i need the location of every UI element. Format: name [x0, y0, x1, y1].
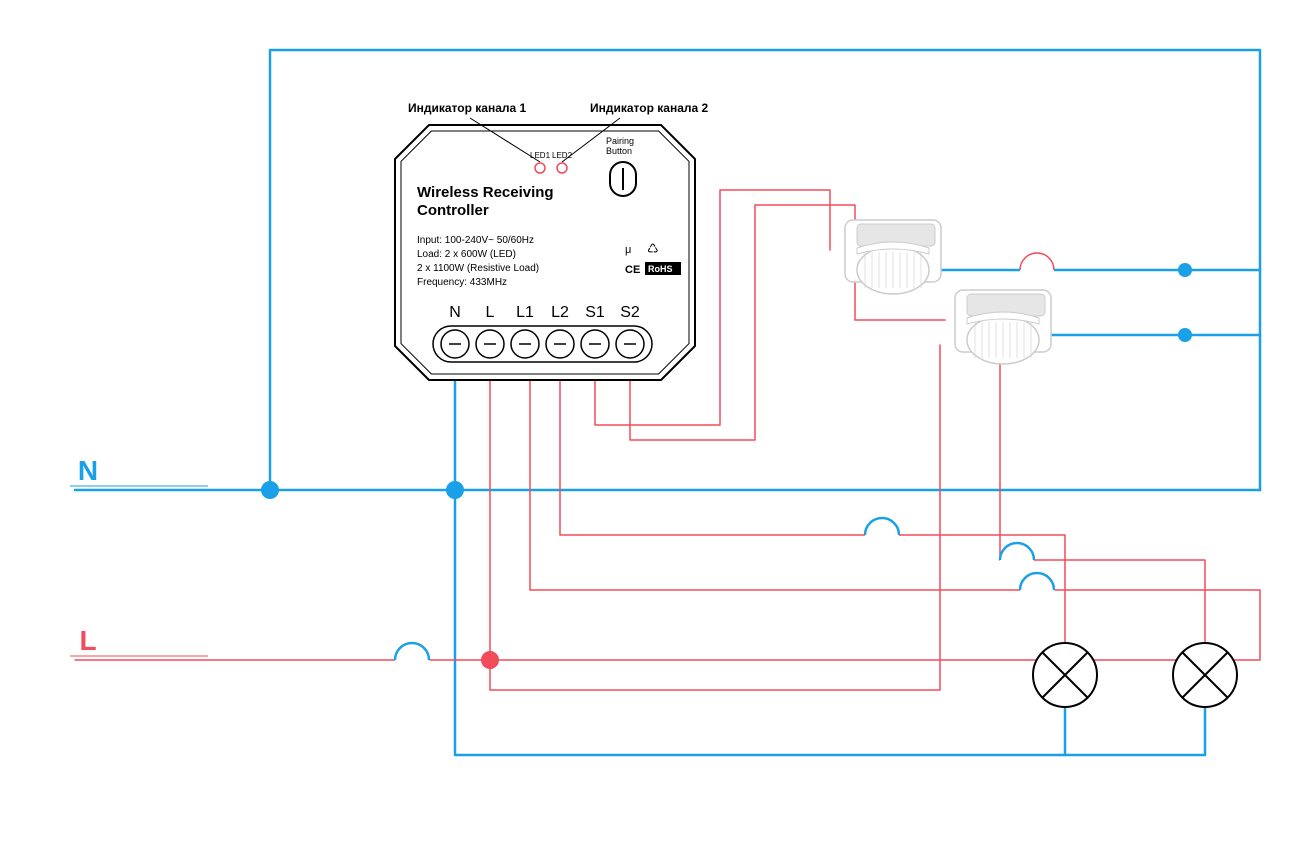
- terminal-label-N: N: [449, 304, 461, 321]
- pir-sensor-2: [955, 290, 1051, 364]
- svg-text:RoHS: RoHS: [648, 264, 673, 274]
- terminal-label-S2: S2: [620, 304, 640, 321]
- junction-sensor2_n: [1178, 328, 1192, 342]
- led2-label: LED2: [552, 151, 573, 160]
- pir-sensor-1: [845, 220, 941, 294]
- junction-neutral_main_junction: [261, 481, 279, 499]
- pairing-label1: Pairing: [606, 136, 634, 146]
- module-spec-input: Input: 100-240V~ 50/60Hz: [417, 235, 534, 246]
- terminal-label-S1: S1: [585, 304, 605, 321]
- controller-module: Wireless ReceivingController Input: 100-2…: [395, 118, 695, 380]
- terminal-label-L: L: [486, 304, 495, 321]
- ce-mark: CE: [625, 264, 640, 276]
- lamp-2: [1173, 643, 1237, 707]
- label-live: L: [79, 625, 96, 656]
- junction-live_junction: [481, 651, 499, 669]
- module-spec-load1: Load: 2 x 600W (LED): [417, 249, 516, 260]
- module-spec-freq: Frequency: 433MHz: [417, 277, 507, 288]
- lamp-1: [1033, 643, 1097, 707]
- label-indicator2: Индикатор канала 2: [590, 101, 708, 115]
- label-indicator1: Индикатор канала 1: [408, 101, 526, 115]
- terminal-label-L2: L2: [551, 304, 569, 321]
- junction-sensor1_n: [1178, 263, 1192, 277]
- label-neutral: N: [78, 455, 98, 486]
- terminal-label-L1: L1: [516, 304, 534, 321]
- trash-icon: ♺: [647, 241, 659, 256]
- module-title-line1: Wireless Receiving: [417, 184, 554, 201]
- junction-neutral_module_junction: [446, 481, 464, 499]
- mu-mark: μ: [625, 244, 631, 256]
- pairing-label2: Button: [606, 146, 632, 156]
- wiring-diagram: N L Wireless ReceivingController Input: 100…: [0, 0, 1298, 844]
- module-title-line2: Controller: [417, 202, 489, 219]
- led1-label: LED1: [530, 151, 551, 160]
- module-spec-load2: 2 x 1100W (Resistive Load): [417, 263, 539, 274]
